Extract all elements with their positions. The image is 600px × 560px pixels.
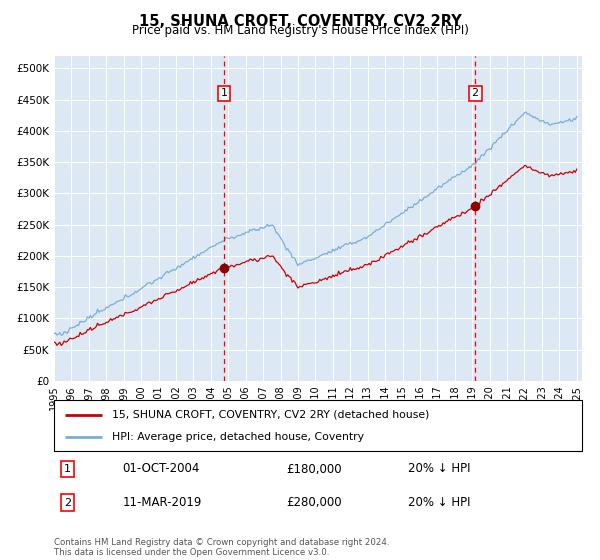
Text: 2: 2 [472,88,479,99]
Text: £180,000: £180,000 [286,463,342,475]
Text: £280,000: £280,000 [286,496,342,509]
Text: 1: 1 [220,88,227,99]
Text: 20% ↓ HPI: 20% ↓ HPI [408,496,470,509]
Text: 15, SHUNA CROFT, COVENTRY, CV2 2RY: 15, SHUNA CROFT, COVENTRY, CV2 2RY [139,14,461,29]
Text: 20% ↓ HPI: 20% ↓ HPI [408,463,470,475]
Text: Contains HM Land Registry data © Crown copyright and database right 2024.
This d: Contains HM Land Registry data © Crown c… [54,538,389,557]
Text: 2: 2 [64,498,71,507]
FancyBboxPatch shape [54,400,582,451]
Text: 1: 1 [64,464,71,474]
Text: HPI: Average price, detached house, Coventry: HPI: Average price, detached house, Cove… [112,432,364,442]
Text: Price paid vs. HM Land Registry's House Price Index (HPI): Price paid vs. HM Land Registry's House … [131,24,469,37]
Text: 11-MAR-2019: 11-MAR-2019 [122,496,202,509]
Text: 01-OCT-2004: 01-OCT-2004 [122,463,200,475]
Text: 15, SHUNA CROFT, COVENTRY, CV2 2RY (detached house): 15, SHUNA CROFT, COVENTRY, CV2 2RY (deta… [112,409,430,419]
